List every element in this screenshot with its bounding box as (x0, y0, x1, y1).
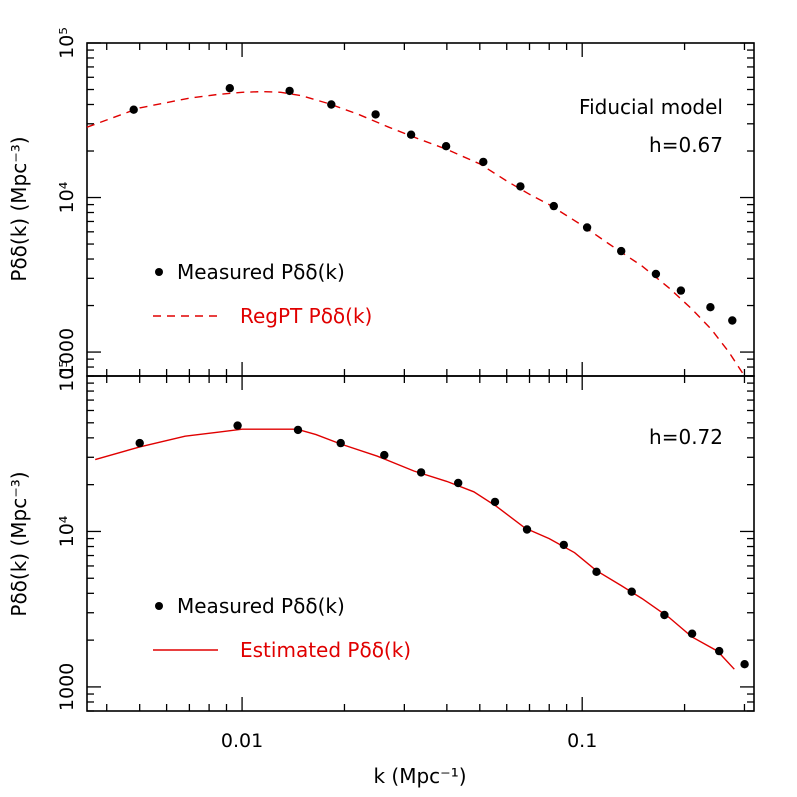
top-panel: 1000 10⁴ 10⁵ Fiducial model h=0.67 Measure… (7, 27, 755, 377)
bottom-data-point (715, 646, 724, 656)
bottom-y-axis-title: Pδδ(k) (Mpc⁻³) (7, 471, 31, 616)
bottom-plot-frame (86, 375, 755, 712)
bottom-estimated-solid-line (95, 428, 735, 670)
top-legend-regpt-label: RegPT Pδδ(k) (240, 304, 372, 328)
top-regpt-dashed-line (86, 90, 746, 377)
bottom-annotation-h: h=0.72 (649, 425, 723, 449)
bottom-data-point (687, 629, 697, 638)
top-measured-points (129, 84, 737, 325)
top-ytick-label: 10⁵ (56, 27, 78, 59)
top-legend-point-marker (155, 268, 163, 276)
top-data-point (516, 182, 525, 191)
bottom-data-point (293, 425, 303, 435)
top-data-point (285, 86, 294, 96)
bottom-data-point (522, 525, 532, 534)
bottom-y-tick-labels: 1000 10⁴ 10⁵ (56, 360, 78, 711)
bottom-data-point (660, 610, 669, 620)
top-data-point (225, 84, 234, 93)
top-data-point (617, 246, 626, 256)
bottom-data-point (592, 567, 601, 576)
top-y-axis-title: Pδδ(k) (Mpc⁻³) (7, 136, 31, 281)
top-annotation-h: h=0.67 (649, 133, 723, 157)
bottom-data-point (233, 421, 242, 430)
top-plot-frame (86, 42, 755, 377)
bottom-ytick-label: 10⁴ (56, 515, 78, 547)
top-data-point (728, 316, 737, 325)
x-axis-title: k (Mpc⁻¹) (373, 764, 466, 788)
bottom-data-point (559, 540, 568, 550)
x-tick-label: 0.01 (221, 730, 263, 752)
top-data-point (371, 110, 380, 119)
bottom-data-point (627, 587, 636, 596)
top-data-point (549, 201, 558, 211)
bottom-legend-measured-label: Measured Pδδ(k) (177, 594, 345, 618)
bottom-data-point (135, 438, 144, 448)
x-tick-label: 0.1 (567, 730, 597, 752)
top-legend-measured-label: Measured Pδδ(k) (177, 260, 345, 284)
bottom-x-tick-labels: 0.01 0.1 (221, 730, 597, 752)
top-ytick-label: 1000 (56, 328, 78, 376)
bottom-legend: Measured Pδδ(k) Estimated Pδδ(k) (153, 594, 411, 662)
top-data-point (406, 130, 416, 139)
top-annotations: Fiducial model h=0.67 (579, 95, 723, 157)
bottom-panel: 1000 10⁴ 10⁵ 0.01 0.1 h=0.72 Measured Pδδ(k… (7, 360, 755, 788)
top-data-point (479, 157, 488, 167)
top-data-point (706, 303, 715, 312)
top-ytick-label: 10⁴ (56, 181, 78, 213)
bottom-measured-points (135, 421, 749, 669)
bottom-legend-estimated-label: Estimated Pδδ(k) (240, 638, 411, 662)
bottom-ytick-label: 1000 (56, 663, 78, 711)
bottom-tick-marks (87, 375, 754, 712)
top-data-point (582, 223, 592, 232)
top-data-point (441, 142, 451, 151)
bottom-data-point (336, 438, 345, 448)
bottom-data-point (380, 450, 389, 460)
bottom-data-point (454, 478, 463, 488)
top-data-point (129, 105, 138, 114)
top-data-point (676, 286, 686, 295)
bottom-data-point (740, 660, 749, 669)
top-y-tick-labels: 1000 10⁴ 10⁵ (56, 27, 78, 376)
bottom-legend-point-marker (155, 602, 163, 610)
top-legend: Measured Pδδ(k) RegPT Pδδ(k) (153, 260, 372, 328)
bottom-annotations: h=0.72 (649, 425, 723, 449)
top-data-point (327, 100, 336, 109)
top-tick-marks (87, 42, 754, 377)
top-data-point (651, 269, 661, 279)
bottom-ytick-label: 10⁵ (56, 360, 78, 392)
bottom-data-point (416, 468, 426, 477)
bottom-data-point (490, 497, 500, 507)
top-annotation-model: Fiducial model (579, 95, 723, 119)
